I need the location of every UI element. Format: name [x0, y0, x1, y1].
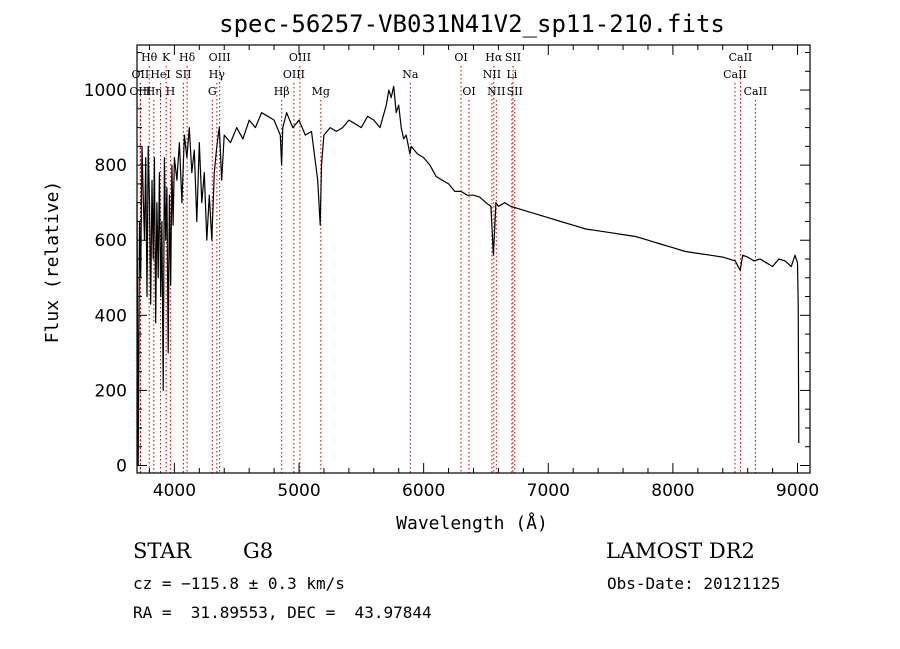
- x-tick-label: 7000: [527, 481, 570, 501]
- spectral-line-label: CaII: [723, 68, 747, 81]
- x-axis-label: Wavelength (Å): [396, 512, 548, 534]
- spectral-line-label: SII: [507, 85, 523, 98]
- x-tick-label: 5000: [277, 481, 320, 501]
- spectral-line-label: OI: [454, 51, 467, 64]
- spectral-line-label: SII: [505, 51, 521, 64]
- spectral-line-label: Hβ: [274, 85, 290, 98]
- y-tick-label: 400: [95, 306, 127, 326]
- spectral-line-label: Hη: [146, 85, 162, 98]
- observation-date: Obs-Date: 20121125: [607, 574, 781, 593]
- spectral-line-label: NII: [483, 68, 501, 81]
- subclass: G8: [243, 539, 274, 563]
- spectral-line-label: CaII: [729, 51, 753, 64]
- spectral-line-label: SII: [175, 68, 191, 81]
- y-tick-label: 800: [95, 156, 127, 176]
- spectral-line-label: Hθ: [141, 51, 158, 64]
- coordinates: RA = 31.89553, DEC = 43.97844: [133, 603, 432, 622]
- spectral-line-label: Na: [402, 68, 419, 81]
- y-axis-label: Flux (relative): [42, 181, 63, 344]
- spectral-line-label: G: [208, 85, 217, 98]
- redshift-value: cz = −115.8 ± 0.3 km/s: [133, 574, 345, 593]
- spectral-line-label: CaII: [744, 85, 768, 98]
- y-tick-label: 600: [95, 231, 127, 251]
- object-class: STAR: [133, 539, 192, 563]
- spectral-line-label: Hδ: [179, 51, 196, 64]
- spectral-line-label: NII: [487, 85, 505, 98]
- spectral-line-label: OIII: [209, 51, 231, 64]
- spectral-line-label: Li: [506, 68, 517, 81]
- spectral-line-label: OIII: [289, 51, 311, 64]
- x-tick-label: 9000: [776, 481, 819, 501]
- y-tick-label: 1000: [84, 81, 127, 101]
- spectrum-line: [136, 85, 800, 467]
- spectral-line-label: K: [162, 51, 171, 64]
- survey-name: LAMOST DR2: [606, 539, 755, 563]
- x-tick-label: 4000: [153, 481, 196, 501]
- spectral-line-label: OII: [132, 68, 150, 81]
- y-tick-label: 200: [95, 381, 127, 401]
- spectral-line-label: Mg: [312, 85, 330, 98]
- chart-title: spec-56257-VB031N41V2_sp11-210.fits: [219, 10, 725, 38]
- plot-frame: [136, 44, 811, 474]
- spectral-line-label: HeI: [150, 68, 170, 81]
- spectral-line-label: OI: [462, 85, 475, 98]
- x-tick-label: 8000: [651, 481, 694, 501]
- y-tick-label: 0: [116, 456, 127, 476]
- x-tick-label: 6000: [402, 481, 445, 501]
- spectral-line-label: Hγ: [209, 68, 226, 81]
- spectral-line-label: OIII: [129, 85, 151, 98]
- spectral-line-label: OIII: [283, 68, 305, 81]
- spectral-line-label: H: [166, 85, 176, 98]
- spectral-line-label: Hα: [485, 51, 503, 64]
